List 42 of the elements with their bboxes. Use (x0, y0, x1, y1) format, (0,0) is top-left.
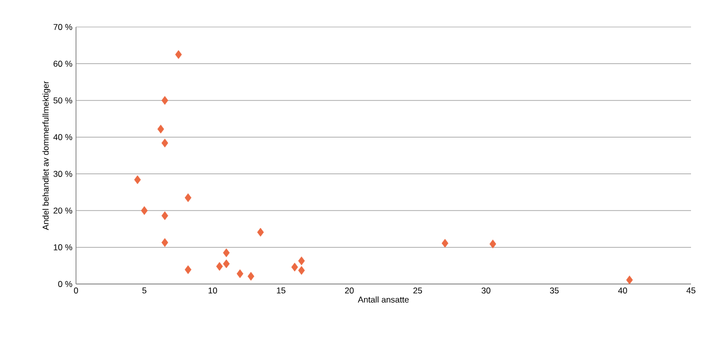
y-tick-label: 30 % (54, 170, 72, 177)
point (184, 193, 192, 202)
x-tick-label: 10 (208, 288, 218, 294)
x-tick-label: 5 (142, 288, 146, 294)
y-tick-label: 40 % (53, 134, 72, 140)
point (298, 266, 305, 275)
point (490, 240, 496, 248)
point (162, 138, 168, 148)
point (298, 256, 305, 266)
point (223, 248, 230, 258)
point (162, 238, 168, 247)
point (157, 124, 164, 134)
x-tick-label: 30 (482, 288, 490, 294)
y-tick-label: 70 % (54, 24, 72, 30)
x-tick-label: 45 (686, 288, 696, 294)
y-tick-label: 10 % (54, 244, 72, 250)
x-axis-title: Antall ansatte (358, 296, 409, 303)
point (184, 265, 192, 274)
x-tick-label: 40 (618, 288, 628, 294)
point (291, 262, 298, 272)
point (216, 262, 223, 271)
point (162, 96, 168, 105)
point (134, 175, 141, 184)
point (223, 259, 230, 268)
point (626, 276, 633, 284)
x-tick-label: 25 (413, 288, 422, 294)
x-tick-label: 15 (276, 288, 286, 294)
y-tick-label: 50 % (54, 97, 72, 104)
x-tick-label: 0 (74, 288, 78, 294)
y-axis-title: Andel behandlet av dommerfullmektiger (42, 81, 50, 230)
point (162, 211, 168, 220)
point (248, 272, 254, 281)
x-tick-label: 20 (345, 288, 354, 294)
y-tick-label: 20 % (54, 208, 72, 214)
point (175, 50, 182, 59)
y-tick-label: 60 % (54, 60, 72, 67)
point (257, 228, 264, 237)
point (442, 238, 448, 248)
point (141, 206, 148, 215)
x-tick-label: 35 (550, 288, 559, 294)
point (236, 269, 244, 278)
y-tick-label: 0 % (58, 281, 72, 287)
